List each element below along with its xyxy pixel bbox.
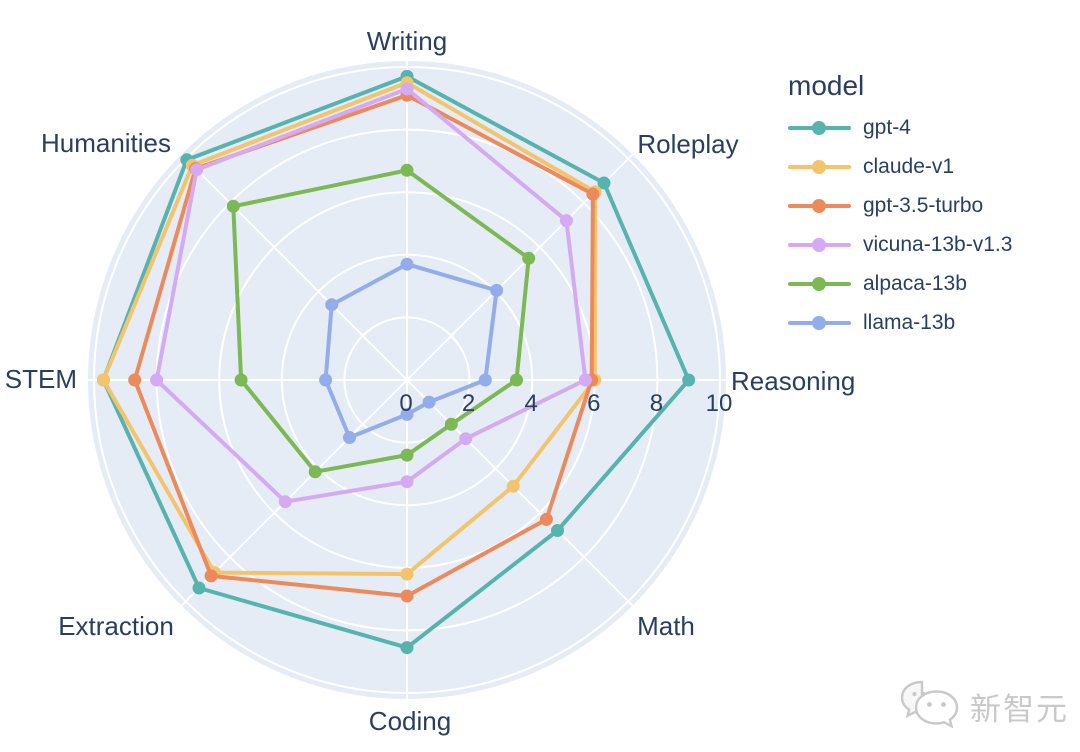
- series-marker-vicuna-13b-v1.3[interactable]: [459, 432, 473, 446]
- radial-tick-label: 8: [650, 390, 663, 417]
- axis-spoke: [406, 379, 634, 607]
- series-marker-alpaca-13b[interactable]: [234, 373, 248, 387]
- legend-label: gpt-3.5-turbo: [863, 193, 984, 217]
- series-marker-llama-13b[interactable]: [325, 298, 339, 312]
- category-label-coding: Coding: [369, 706, 451, 736]
- series-marker-llama-13b[interactable]: [319, 373, 333, 387]
- series-marker-alpaca-13b[interactable]: [400, 448, 414, 462]
- series-marker-alpaca-13b[interactable]: [308, 465, 322, 479]
- series-marker-llama-13b[interactable]: [343, 431, 356, 444]
- legend-label: gpt-4: [863, 115, 911, 139]
- category-label-extraction: Extraction: [58, 611, 174, 641]
- series-marker-gpt-4[interactable]: [400, 641, 414, 655]
- legend-item-llama-13b[interactable]: llama-13b: [788, 303, 1012, 342]
- series-marker-claude-v1[interactable]: [400, 567, 414, 581]
- legend-swatch-icon: [788, 159, 851, 175]
- legend-item-alpaca-13b[interactable]: alpaca-13b: [788, 264, 1012, 303]
- series-marker-claude-v1[interactable]: [506, 479, 520, 493]
- series-marker-llama-13b[interactable]: [422, 395, 436, 409]
- series-marker-alpaca-13b[interactable]: [400, 163, 414, 177]
- category-label-stem: STEM: [5, 364, 77, 394]
- category-label-humanities: Humanities: [41, 128, 171, 158]
- series-marker-gpt-4[interactable]: [551, 524, 564, 537]
- series-marker-gpt-3.5-turbo[interactable]: [400, 589, 414, 603]
- legend-item-gpt-3.5-turbo[interactable]: gpt-3.5-turbo: [788, 186, 1012, 225]
- radial-tick-label: 2: [462, 390, 475, 417]
- series-marker-gpt-3.5-turbo[interactable]: [204, 569, 218, 583]
- legend: model gpt-4 claude-v1 gpt-3.5-turbo vicu…: [788, 68, 1012, 342]
- watermark: 新智元: [898, 678, 1069, 734]
- legend-title: model: [788, 70, 865, 101]
- legend-label: vicuna-13b-v1.3: [863, 232, 1013, 256]
- series-marker-vicuna-13b-v1.3[interactable]: [400, 475, 414, 489]
- series-marker-vicuna-13b-v1.3[interactable]: [559, 214, 573, 228]
- category-label-reasoning: Reasoning: [731, 366, 855, 396]
- series-marker-claude-v1[interactable]: [96, 373, 110, 387]
- legend-swatch-icon: [788, 198, 851, 214]
- series-marker-gpt-4[interactable]: [192, 581, 206, 595]
- series-marker-llama-13b[interactable]: [490, 283, 504, 297]
- watermark-text: 新智元: [970, 691, 1069, 727]
- legend-label: alpaca-13b: [863, 271, 967, 295]
- category-label-math: Math: [637, 611, 695, 641]
- radial-tick-label: 6: [587, 390, 600, 417]
- legend-label: claude-v1: [863, 154, 955, 178]
- chat-bubbles-icon: [900, 680, 959, 729]
- series-marker-alpaca-13b[interactable]: [522, 251, 536, 265]
- series-marker-gpt-4[interactable]: [597, 176, 611, 190]
- series-marker-gpt-3.5-turbo[interactable]: [586, 187, 600, 201]
- axis-spoke: [180, 153, 408, 381]
- legend-swatch-icon: [788, 120, 851, 136]
- series-marker-gpt-3.5-turbo[interactable]: [128, 373, 142, 387]
- series-marker-vicuna-13b-v1.3[interactable]: [150, 373, 164, 387]
- series-marker-llama-13b[interactable]: [400, 407, 414, 421]
- series-marker-gpt-3.5-turbo[interactable]: [539, 512, 553, 526]
- legend-item-claude-v1[interactable]: claude-v1: [788, 147, 1012, 186]
- legend-item-vicuna-13b-v1.3[interactable]: vicuna-13b-v1.3: [788, 225, 1012, 264]
- series-marker-alpaca-13b[interactable]: [510, 373, 523, 387]
- legend-swatch-icon: [788, 276, 851, 292]
- radial-tick-label: 0: [399, 390, 412, 417]
- series-marker-alpaca-13b[interactable]: [226, 199, 240, 213]
- series-marker-vicuna-13b-v1.3[interactable]: [578, 373, 592, 387]
- category-label-writing: Writing: [367, 26, 447, 56]
- series-marker-vicuna-13b-v1.3[interactable]: [400, 82, 414, 96]
- legend-swatch-icon: [788, 315, 851, 331]
- series-marker-llama-13b[interactable]: [478, 373, 492, 387]
- series-marker-vicuna-13b-v1.3[interactable]: [278, 495, 292, 509]
- radial-tick-label: 10: [706, 390, 733, 417]
- series-marker-vicuna-13b-v1.3[interactable]: [190, 163, 204, 177]
- legend-label: llama-13b: [863, 310, 956, 334]
- series-marker-llama-13b[interactable]: [400, 257, 414, 271]
- series-marker-alpaca-13b[interactable]: [444, 417, 458, 431]
- series-marker-gpt-4[interactable]: [682, 373, 696, 387]
- legend-swatch-icon: [788, 237, 851, 253]
- radial-tick-label: 4: [525, 390, 538, 417]
- category-label-roleplay: Roleplay: [637, 129, 738, 159]
- legend-item-gpt-4[interactable]: gpt-4: [788, 108, 1012, 147]
